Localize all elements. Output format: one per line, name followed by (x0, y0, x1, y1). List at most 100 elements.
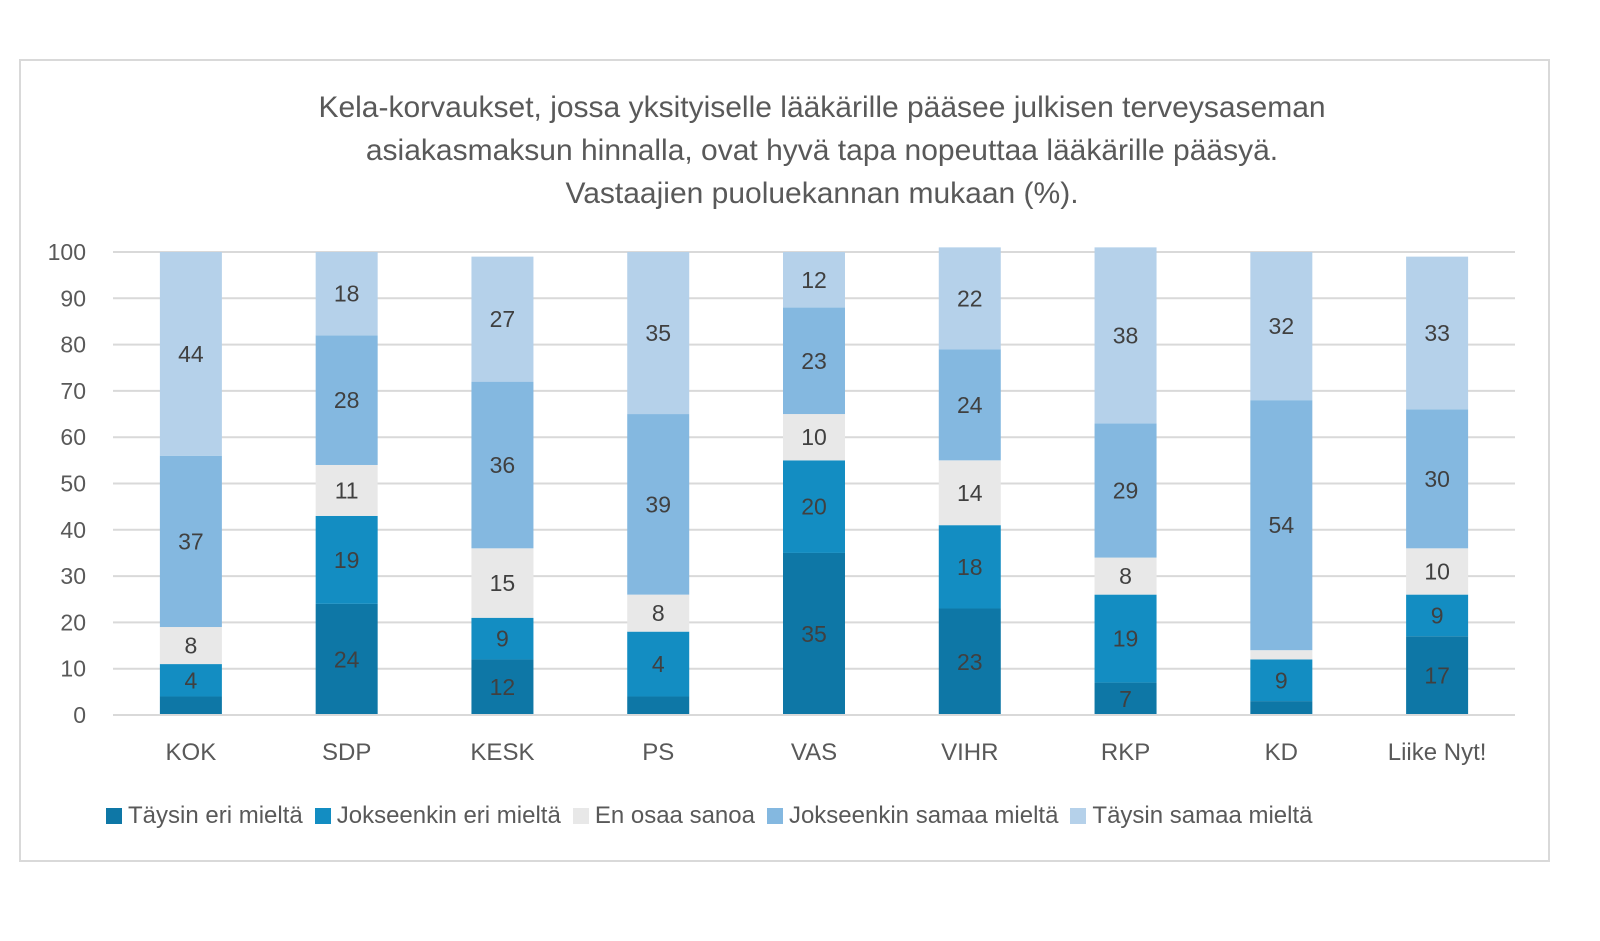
x-tick-label: RKP (1101, 739, 1150, 766)
bar-segment (938, 247, 1001, 350)
bar-segment (1094, 557, 1157, 595)
bar-segment (471, 548, 534, 618)
bars (159, 247, 1469, 715)
bar-segment (315, 603, 378, 715)
legend-item: Täysin samaa mieltä (1070, 802, 1313, 830)
data-label: 18 (334, 281, 360, 307)
bar-segment (1406, 409, 1469, 549)
y-tick-label: 100 (48, 239, 86, 265)
data-label: 24 (957, 392, 983, 418)
x-tick-label: PS (642, 739, 674, 766)
bar-segment (783, 460, 845, 553)
y-tick-label: 20 (60, 609, 86, 635)
bar-segment (315, 464, 378, 516)
legend-swatch (314, 808, 331, 824)
legend-swatch (1070, 808, 1087, 824)
legend-item: Jokseenkin samaa mieltä (766, 802, 1058, 830)
bar-segment (1250, 400, 1313, 651)
legend-item: En osaa sanoa (572, 802, 755, 830)
data-label: 38 (1113, 322, 1139, 348)
legend-item: Täysin eri mieltä (106, 802, 303, 830)
x-tick-label: SDP (322, 739, 371, 766)
bar-segment (627, 594, 690, 632)
bar-segment (1406, 636, 1469, 715)
bar-segment (471, 256, 534, 382)
data-label: 30 (1424, 466, 1450, 492)
bar-segment (471, 381, 534, 549)
y-tick-label: 60 (60, 424, 86, 450)
data-label: 36 (490, 452, 516, 478)
legend-swatch (766, 808, 783, 824)
bar-segment (1250, 659, 1313, 702)
y-tick-label: 10 (60, 656, 86, 682)
data-label: 35 (801, 621, 827, 647)
bar-segment (783, 414, 845, 461)
data-label: 11 (335, 477, 359, 503)
data-label: 17 (1424, 663, 1450, 689)
bar-segment (1250, 650, 1313, 660)
bar-segment (1250, 252, 1313, 401)
data-label: 23 (957, 649, 983, 675)
data-label: 29 (1113, 477, 1139, 503)
y-tick-label: 90 (60, 285, 86, 311)
x-tick-label: KESK (470, 739, 534, 766)
bar-segment (938, 349, 1001, 461)
x-tick-label: KD (1265, 739, 1298, 766)
legend-label: En osaa sanoa (594, 802, 755, 829)
chart-title: Kela-korvaukset, jossa yksityiselle lääk… (200, 86, 1444, 215)
bar-segment (1406, 594, 1469, 637)
x-tick-label: VIHR (941, 739, 998, 766)
legend-label: Täysin samaa mieltä (1092, 802, 1313, 829)
bar-segment (1406, 256, 1469, 410)
bar-segment (471, 659, 534, 715)
bar-segment (783, 307, 845, 415)
data-label: 10 (801, 424, 827, 450)
legend: Täysin eri mieltä Jokseenkin eri mieltä En… (106, 800, 1325, 832)
data-label: 8 (652, 600, 665, 626)
y-tick-label: 30 (60, 563, 86, 589)
data-label: 33 (1424, 320, 1450, 346)
data-label: 54 (1269, 512, 1295, 538)
data-label: 9 (1431, 602, 1444, 628)
bar-segment (627, 631, 690, 697)
bar-segment (783, 252, 845, 308)
data-label: 9 (496, 626, 509, 652)
legend-item: Jokseenkin eri mieltä (314, 802, 561, 830)
data-label: 12 (801, 267, 827, 293)
bar-segment (315, 335, 378, 465)
data-label: 14 (957, 480, 983, 506)
data-label: 19 (1113, 626, 1139, 652)
bar-segment (627, 696, 690, 715)
data-labels: 4 8 37 44 24 19 11 28 18 12 9 15 36 27 4 8 39 35 35 20 10 23 1… (178, 267, 1450, 712)
data-label: 23 (801, 348, 827, 374)
bar-segment (315, 515, 378, 604)
y-tick-label: 0 (73, 702, 86, 728)
x-tick-label: VAS (791, 739, 837, 766)
data-label: 27 (490, 306, 516, 332)
data-label: 22 (957, 285, 983, 311)
data-label: 4 (652, 651, 665, 677)
data-label: 20 (801, 494, 827, 520)
chart-title-line-2: asiakasmaksun hinnalla, ovat hyvä tapa n… (365, 134, 1279, 167)
data-label: 15 (490, 570, 516, 596)
data-label: 19 (334, 547, 360, 573)
bar-segment (1406, 548, 1469, 595)
bar-segment (1094, 247, 1157, 424)
data-label: 39 (645, 491, 671, 517)
y-tick-label: 40 (60, 517, 86, 543)
data-label: 7 (1119, 686, 1132, 712)
data-label: 9 (1275, 667, 1288, 693)
data-label: 24 (334, 646, 360, 672)
data-label: 18 (957, 554, 983, 580)
bar-segment (1094, 594, 1157, 683)
bar-segment (627, 252, 690, 415)
y-tick-label: 50 (60, 471, 86, 497)
bar-segment (159, 664, 222, 697)
data-label: 28 (334, 387, 360, 413)
bar-segment (938, 525, 1001, 609)
legend-label: Jokseenkin eri mieltä (336, 802, 561, 829)
data-label: 37 (178, 528, 204, 554)
bar-segment (315, 252, 378, 336)
data-label: 10 (1424, 558, 1450, 584)
bar-segment (1250, 701, 1313, 715)
